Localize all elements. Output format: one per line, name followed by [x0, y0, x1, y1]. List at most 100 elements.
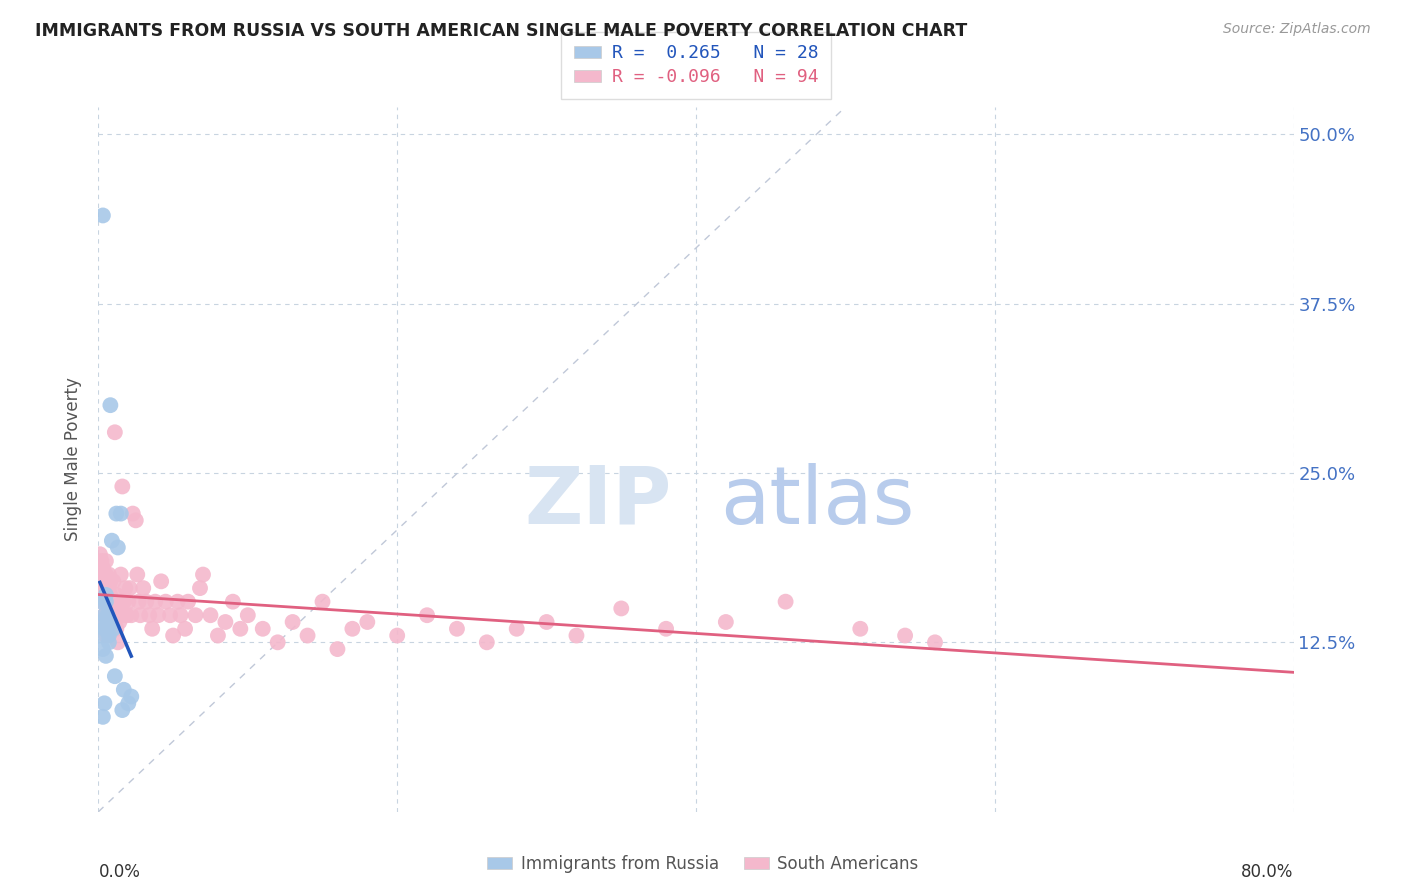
Point	[105, 507, 128, 521]
Point	[114, 581, 136, 595]
Point	[98, 615, 122, 629]
Point	[117, 696, 139, 710]
Point	[107, 635, 129, 649]
Point	[115, 608, 138, 623]
Point	[110, 567, 132, 582]
Point	[90, 615, 112, 629]
Point	[565, 628, 588, 642]
Point	[536, 615, 558, 629]
Point	[103, 608, 125, 623]
Point	[90, 554, 112, 568]
Point	[105, 588, 128, 602]
Point	[385, 628, 409, 642]
Point	[326, 642, 349, 657]
Point	[105, 622, 128, 636]
Point	[93, 696, 115, 710]
Point	[94, 588, 117, 602]
Text: atlas: atlas	[720, 463, 914, 541]
Point	[229, 622, 252, 636]
Point	[446, 622, 468, 636]
Point	[506, 622, 529, 636]
Legend: R =  0.265   N = 28, R = -0.096   N = 94: R = 0.265 N = 28, R = -0.096 N = 94	[561, 31, 831, 99]
Point	[96, 615, 118, 629]
Point	[281, 615, 304, 629]
Point	[110, 608, 132, 623]
Point	[97, 608, 120, 623]
Point	[94, 567, 117, 582]
Point	[159, 608, 181, 623]
Text: Source: ZipAtlas.com: Source: ZipAtlas.com	[1223, 22, 1371, 37]
Point	[112, 682, 135, 697]
Point	[138, 608, 160, 623]
Point	[94, 648, 117, 663]
Point	[103, 622, 125, 636]
Point	[97, 635, 120, 649]
Legend: Immigrants from Russia, South Americans: Immigrants from Russia, South Americans	[481, 848, 925, 880]
Point	[166, 595, 188, 609]
Point	[141, 622, 163, 636]
Point	[155, 595, 177, 609]
Point	[610, 601, 633, 615]
Point	[184, 608, 207, 623]
Text: 80.0%: 80.0%	[1241, 863, 1294, 881]
Point	[94, 628, 117, 642]
Point	[101, 622, 124, 636]
Point	[111, 479, 134, 493]
Point	[188, 581, 211, 595]
Point	[96, 608, 118, 623]
Point	[98, 574, 122, 589]
Point	[297, 628, 319, 642]
Point	[94, 588, 117, 602]
Point	[112, 595, 135, 609]
Point	[655, 622, 678, 636]
Point	[236, 608, 259, 623]
Point	[356, 615, 378, 629]
Point	[214, 615, 236, 629]
Point	[121, 507, 143, 521]
Point	[475, 635, 498, 649]
Point	[97, 581, 120, 595]
Point	[200, 608, 222, 623]
Point	[93, 581, 115, 595]
Point	[104, 669, 127, 683]
Point	[108, 615, 131, 629]
Point	[120, 608, 142, 623]
Point	[91, 710, 114, 724]
Point	[148, 608, 170, 623]
Point	[89, 547, 111, 561]
Point	[849, 622, 872, 636]
Point	[91, 209, 114, 223]
Point	[111, 703, 134, 717]
Point	[924, 635, 946, 649]
Point	[110, 507, 132, 521]
Point	[342, 622, 364, 636]
Point	[894, 628, 917, 642]
Point	[93, 622, 115, 636]
Point	[118, 581, 141, 595]
Point	[127, 567, 149, 582]
Point	[125, 513, 148, 527]
Point	[98, 588, 122, 602]
Point	[714, 615, 737, 629]
Point	[94, 554, 117, 568]
Point	[311, 595, 333, 609]
Point	[91, 595, 114, 609]
Text: ZIP: ZIP	[524, 463, 672, 541]
Point	[252, 622, 274, 636]
Point	[104, 595, 127, 609]
Text: 0.0%: 0.0%	[98, 863, 141, 881]
Point	[104, 425, 127, 440]
Point	[174, 622, 197, 636]
Point	[96, 595, 118, 609]
Point	[91, 642, 114, 657]
Point	[169, 608, 191, 623]
Point	[97, 628, 120, 642]
Point	[89, 628, 111, 642]
Point	[97, 567, 120, 582]
Point	[98, 615, 122, 629]
Point	[132, 581, 155, 595]
Point	[191, 567, 214, 582]
Point	[177, 595, 200, 609]
Point	[416, 608, 439, 623]
Point	[117, 595, 139, 609]
